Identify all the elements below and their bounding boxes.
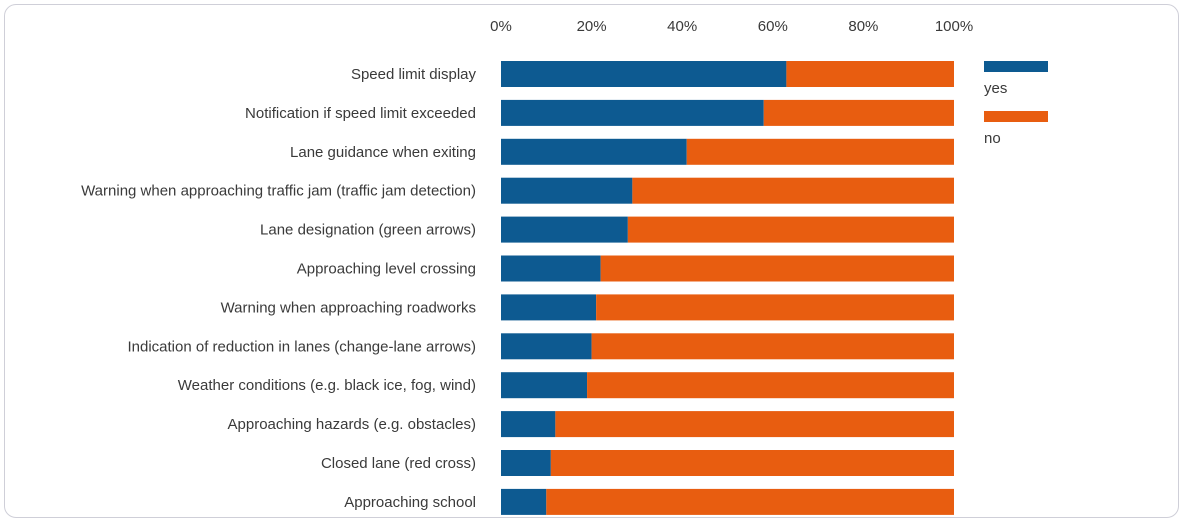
category-label: Indication of reduction in lanes (change… xyxy=(127,338,476,355)
bars xyxy=(501,61,954,515)
bar-yes xyxy=(501,372,588,399)
bar-yes xyxy=(501,411,556,438)
bar-no xyxy=(632,177,954,204)
x-tick-label: 40% xyxy=(667,18,697,35)
category-label: Closed lane (red cross) xyxy=(321,455,476,472)
bar-no xyxy=(786,61,954,87)
category-label: Lane guidance when exiting xyxy=(290,144,476,161)
x-tick-label: 60% xyxy=(758,18,788,35)
bar-yes xyxy=(501,255,601,282)
bar-no xyxy=(591,333,954,360)
bar-no xyxy=(596,294,954,321)
bar-yes xyxy=(501,450,551,476)
category-labels: Speed limit display Notification if speed… xyxy=(81,66,476,511)
bar-no xyxy=(555,411,954,438)
category-label: Speed limit display xyxy=(351,66,477,83)
legend-swatch-no xyxy=(984,111,1048,122)
bar-yes xyxy=(501,333,592,360)
bar-no xyxy=(600,255,954,282)
category-label: Lane designation (green arrows) xyxy=(260,222,476,239)
x-axis-ticks: 0% 20% 40% 60% 80% 100% xyxy=(490,18,973,35)
category-label: Approaching hazards (e.g. obstacles) xyxy=(228,416,476,433)
bar-yes xyxy=(501,138,687,165)
bar-yes xyxy=(501,177,633,204)
category-label: Approaching level crossing xyxy=(297,261,476,278)
legend: yes no xyxy=(984,61,1048,147)
category-label: Approaching school xyxy=(344,494,476,511)
category-label: Warning when approaching traffic jam (tr… xyxy=(81,183,476,200)
bar-no xyxy=(587,372,954,399)
bar-no xyxy=(627,216,954,243)
x-tick-label: 0% xyxy=(490,18,512,35)
bar-no xyxy=(550,450,954,476)
x-tick-label: 100% xyxy=(935,18,973,35)
legend-label-yes: yes xyxy=(984,80,1007,97)
category-label: Notification if speed limit exceeded xyxy=(245,105,476,122)
category-label: Warning when approaching roadworks xyxy=(221,299,476,316)
bar-yes xyxy=(501,99,764,126)
legend-label-no: no xyxy=(984,130,1001,147)
bar-yes xyxy=(501,61,787,87)
legend-swatch-yes xyxy=(984,61,1048,72)
bar-no xyxy=(546,488,954,515)
bar-no xyxy=(763,99,954,126)
category-label: Weather conditions (e.g. black ice, fog,… xyxy=(178,377,476,394)
x-tick-label: 20% xyxy=(577,18,607,35)
bar-yes xyxy=(501,216,628,243)
bar-yes xyxy=(501,488,547,515)
bar-yes xyxy=(501,294,597,321)
bar-no xyxy=(686,138,954,165)
x-tick-label: 80% xyxy=(848,18,878,35)
